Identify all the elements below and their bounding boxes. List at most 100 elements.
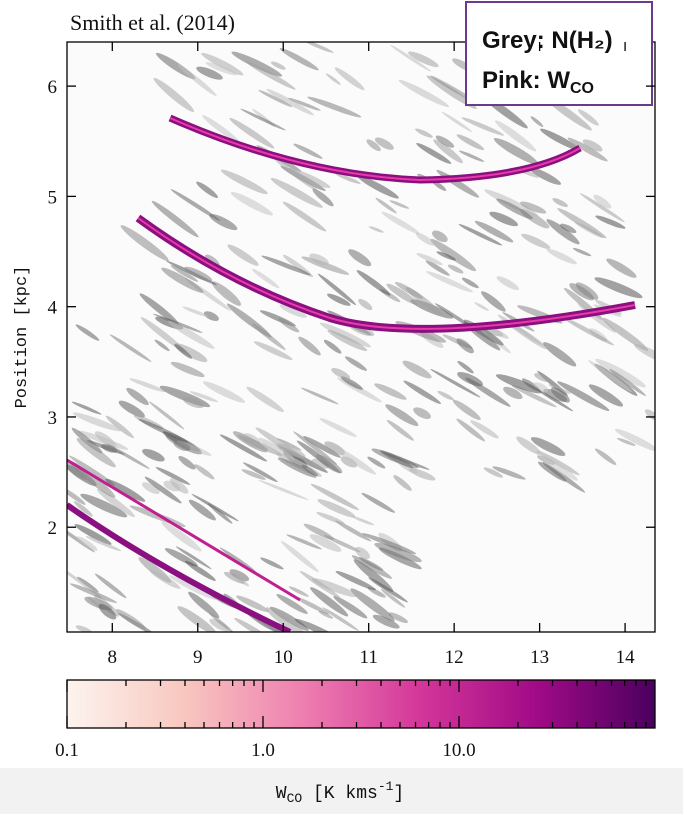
streak: [281, 541, 319, 573]
streak: [219, 547, 256, 572]
legend-grey: Grey: N(H₂): [482, 27, 613, 54]
streak: [484, 189, 539, 217]
streak: [595, 215, 626, 229]
streak: [430, 238, 477, 272]
streak: [154, 339, 170, 352]
streak: [120, 225, 169, 262]
streak: [69, 583, 118, 603]
streak: [310, 587, 349, 617]
streak: [351, 516, 375, 526]
streak: [77, 576, 99, 593]
streak: [178, 455, 196, 470]
streak: [278, 318, 300, 333]
streak: [265, 607, 307, 632]
legend-pink-text: Pink: W: [482, 67, 570, 94]
streak: [96, 488, 135, 518]
streak: [441, 111, 473, 132]
streak: [534, 373, 550, 382]
streak: [543, 342, 577, 367]
streak: [261, 255, 311, 276]
streak: [493, 138, 539, 165]
streak: [174, 344, 193, 359]
streak: [435, 135, 455, 148]
streak: [152, 313, 203, 333]
streak: [386, 283, 418, 305]
streak: [456, 338, 474, 354]
streak: [534, 451, 578, 481]
streak: [588, 359, 633, 393]
streak: [425, 260, 450, 276]
streak: [295, 596, 330, 615]
cbar-tick-label: 10.0: [442, 740, 475, 761]
streak: [258, 437, 295, 460]
cbar-label-main: W: [276, 784, 287, 804]
streak: [403, 380, 441, 404]
streak: [393, 475, 412, 491]
streak: [367, 456, 386, 469]
streak: [333, 596, 368, 619]
streak: [182, 306, 209, 317]
streak: [402, 360, 432, 379]
streak: [381, 452, 430, 470]
streak: [416, 142, 452, 164]
streak: [327, 442, 377, 475]
streak: [644, 409, 655, 421]
streak: [252, 268, 280, 289]
streak: [319, 322, 371, 348]
streak: [344, 356, 367, 371]
streak: [227, 244, 259, 266]
streak: [287, 167, 331, 189]
streak: [567, 137, 608, 162]
streak: [258, 479, 309, 501]
streak: [385, 404, 419, 427]
streak: [609, 368, 646, 396]
co-arcs: [67, 114, 636, 632]
streak: [101, 444, 118, 453]
streak: [276, 594, 308, 614]
cbar-label-sup: -1: [378, 779, 394, 794]
x-tick-label: 8: [108, 647, 118, 668]
streak: [316, 454, 343, 474]
streak: [242, 462, 278, 483]
streak: [323, 339, 342, 354]
streak: [560, 223, 577, 234]
streak: [546, 248, 577, 265]
streak: [238, 435, 269, 451]
streak: [528, 166, 562, 185]
map-texture: [67, 42, 655, 632]
plot-background: [67, 42, 655, 632]
streak: [474, 302, 489, 311]
streak: [170, 189, 221, 221]
streak: [139, 293, 179, 325]
streak: [67, 563, 102, 598]
streak: [316, 512, 345, 525]
streak: [495, 374, 542, 394]
streak: [303, 523, 335, 540]
streak: [279, 304, 307, 318]
streak: [390, 44, 432, 72]
streak: [149, 401, 185, 430]
streak: [511, 385, 557, 408]
streak: [109, 334, 152, 362]
streak: [85, 536, 122, 552]
streak: [75, 324, 100, 341]
streak: [557, 381, 610, 412]
streak: [270, 177, 323, 208]
streak: [185, 560, 216, 581]
streak: [311, 578, 358, 598]
streak: [474, 220, 514, 243]
streak: [325, 73, 341, 85]
streak: [335, 173, 361, 184]
streak: [74, 524, 112, 545]
streak: [300, 387, 339, 405]
streak: [577, 109, 599, 126]
streak: [335, 570, 376, 591]
streak: [496, 276, 520, 291]
y-tick-label: 2: [48, 518, 58, 539]
streak: [196, 181, 218, 198]
streak: [426, 75, 477, 110]
streak: [105, 478, 146, 502]
streak: [294, 618, 338, 632]
streak: [309, 253, 329, 266]
streak: [595, 448, 617, 466]
